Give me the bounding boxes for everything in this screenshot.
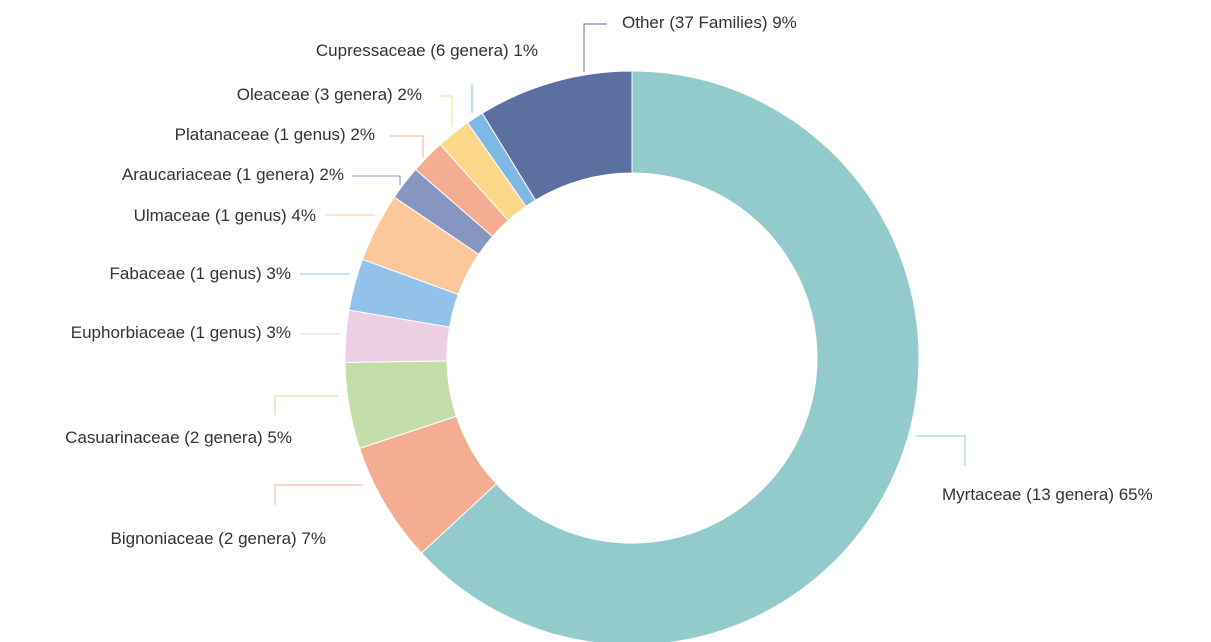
slice-category: Ulmaceae (1 genus)	[134, 206, 287, 225]
slice-category: Fabaceae (1 genus)	[110, 264, 262, 283]
slice-category: Euphorbiaceae (1 genus)	[71, 323, 262, 342]
slice-label: Araucariaceae (1 genera) 2%	[122, 165, 344, 184]
slice-label: Oleaceae (3 genera) 2%	[237, 85, 422, 104]
slice-value: 7%	[301, 529, 326, 548]
slice-value: 4%	[291, 206, 316, 225]
slice-label: Platanaceae (1 genus) 2%	[175, 125, 375, 144]
slice-category: Cupressaceae (6 genera)	[316, 41, 509, 60]
slice-label: Cupressaceae (6 genera) 1%	[316, 41, 538, 60]
leader-line	[440, 95, 453, 127]
leader-line	[352, 175, 401, 185]
slice-value: 3%	[266, 323, 291, 342]
slice-category: Oleaceae (3 genera)	[237, 85, 393, 104]
slice-label: Fabaceae (1 genus) 3%	[110, 264, 291, 283]
slice-label: Other (37 Families) 9%	[622, 13, 797, 32]
slice-value: 5%	[267, 428, 292, 447]
leader-line	[274, 395, 338, 415]
slice-value: 65%	[1119, 485, 1153, 504]
slice-value: 2%	[350, 125, 375, 144]
slice-value: 2%	[319, 165, 344, 184]
slice-category: Myrtaceae (13 genera)	[942, 485, 1114, 504]
slice-category: Bignoniaceae (2 genera)	[111, 529, 297, 548]
slice-label: Ulmaceae (1 genus) 4%	[134, 206, 316, 225]
slice-category: Other (37 Families)	[622, 13, 767, 32]
slice-category: Platanaceae (1 genus)	[175, 125, 346, 144]
leader-line	[583, 23, 607, 72]
slice-label: Bignoniaceae (2 genera) 7%	[111, 529, 327, 548]
slice-category: Araucariaceae (1 genera)	[122, 165, 315, 184]
slice-value: 9%	[772, 13, 797, 32]
slice-label: Myrtaceae (13 genera) 65%	[942, 485, 1153, 504]
slice-value: 1%	[513, 41, 538, 60]
slice-value: 3%	[266, 264, 291, 283]
slice-category: Casuarinaceae (2 genera)	[65, 428, 263, 447]
donut-slice	[420, 70, 920, 642]
slice-value: 2%	[397, 85, 422, 104]
leader-line	[390, 135, 424, 157]
slice-label: Casuarinaceae (2 genera) 5%	[65, 428, 292, 447]
donut-slice	[481, 70, 633, 201]
leader-line	[274, 484, 363, 505]
leader-line	[916, 435, 966, 466]
slice-label: Euphorbiaceae (1 genus) 3%	[71, 323, 291, 342]
